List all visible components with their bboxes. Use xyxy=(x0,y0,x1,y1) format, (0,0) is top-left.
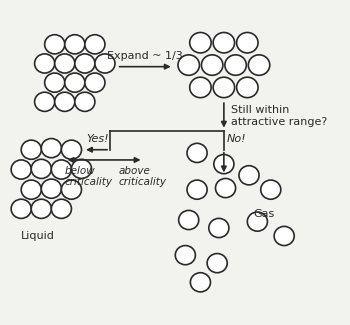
Circle shape xyxy=(75,92,95,111)
Circle shape xyxy=(51,199,71,218)
Circle shape xyxy=(51,160,71,179)
Circle shape xyxy=(31,199,51,218)
Circle shape xyxy=(175,246,195,265)
Circle shape xyxy=(225,55,246,75)
Circle shape xyxy=(85,35,105,54)
Circle shape xyxy=(178,55,200,75)
Circle shape xyxy=(95,54,115,73)
Text: Liquid: Liquid xyxy=(21,231,55,241)
Text: Gas: Gas xyxy=(253,209,275,219)
Circle shape xyxy=(274,227,294,246)
Text: above
criticality: above criticality xyxy=(118,166,166,187)
Circle shape xyxy=(237,77,258,98)
Circle shape xyxy=(35,92,55,111)
Text: Yes!: Yes! xyxy=(87,134,109,144)
Circle shape xyxy=(41,179,61,198)
Circle shape xyxy=(247,212,267,231)
Circle shape xyxy=(55,54,75,73)
Circle shape xyxy=(214,154,234,174)
Circle shape xyxy=(35,54,55,73)
Circle shape xyxy=(213,77,235,98)
Circle shape xyxy=(261,180,281,199)
Text: Still within
attractive range?: Still within attractive range? xyxy=(231,105,327,127)
Circle shape xyxy=(190,32,211,53)
Circle shape xyxy=(178,210,199,229)
Circle shape xyxy=(248,55,270,75)
Circle shape xyxy=(209,218,229,238)
Text: below
criticality: below criticality xyxy=(65,166,113,187)
Circle shape xyxy=(202,55,223,75)
Circle shape xyxy=(85,73,105,92)
Circle shape xyxy=(21,140,41,159)
Circle shape xyxy=(61,140,82,159)
Circle shape xyxy=(61,180,82,199)
Text: No!: No! xyxy=(226,134,246,144)
Circle shape xyxy=(187,143,207,162)
Circle shape xyxy=(190,77,211,98)
Circle shape xyxy=(45,73,65,92)
Circle shape xyxy=(21,180,41,199)
Circle shape xyxy=(65,35,85,54)
Circle shape xyxy=(65,73,85,92)
Circle shape xyxy=(45,35,65,54)
Circle shape xyxy=(11,199,31,218)
Circle shape xyxy=(41,138,61,158)
Circle shape xyxy=(31,159,51,178)
Circle shape xyxy=(55,92,75,111)
Circle shape xyxy=(190,273,210,292)
Circle shape xyxy=(213,32,235,53)
Circle shape xyxy=(237,32,258,53)
Text: Expand ~ 1/3: Expand ~ 1/3 xyxy=(107,51,183,61)
Circle shape xyxy=(187,180,207,199)
Circle shape xyxy=(239,166,259,185)
Circle shape xyxy=(11,160,31,179)
Circle shape xyxy=(207,254,227,273)
Circle shape xyxy=(75,54,95,73)
Circle shape xyxy=(216,178,236,198)
Circle shape xyxy=(71,159,92,178)
